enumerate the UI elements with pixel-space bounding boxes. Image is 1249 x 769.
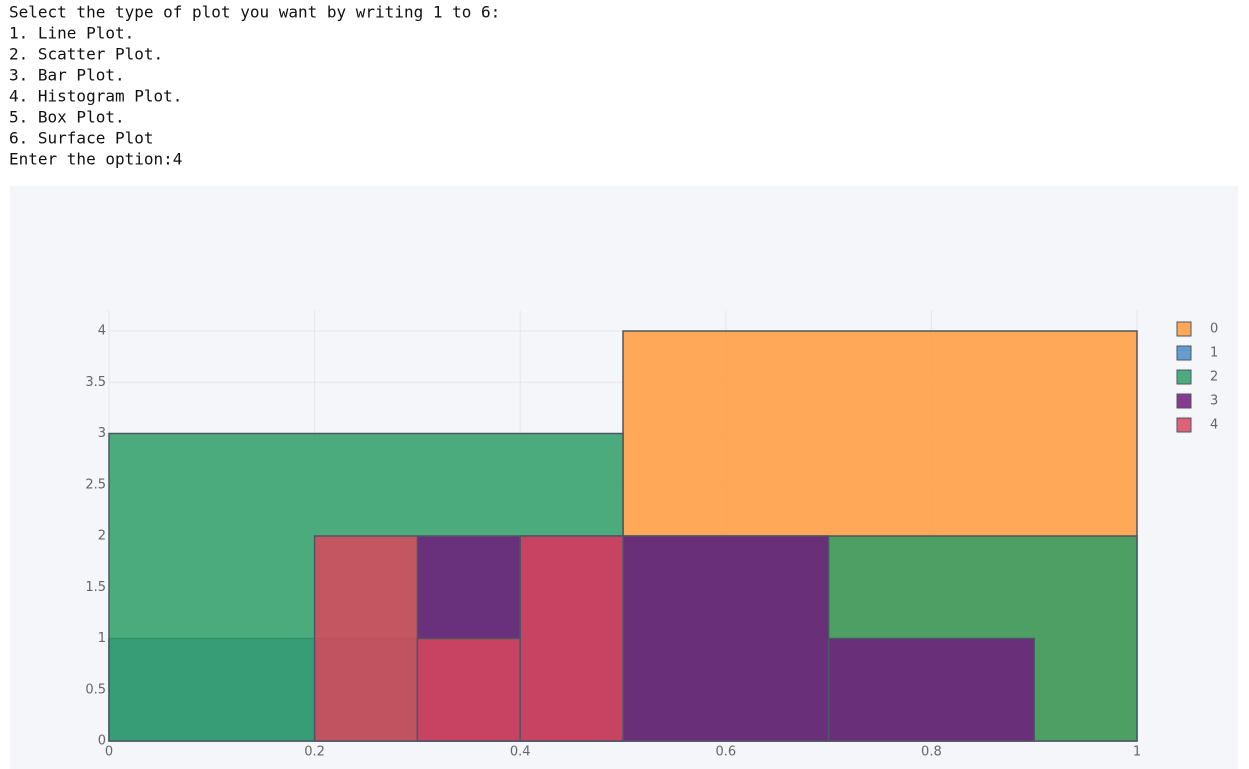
y-tick-label: 2 (98, 529, 106, 544)
x-tick-label: 0 (105, 745, 113, 760)
x-tick-label: 0.8 (921, 745, 942, 760)
histogram-bar (416, 637, 521, 742)
histogram-bar (519, 535, 624, 742)
console-line: 4. Histogram Plot. (9, 87, 182, 106)
legend-swatch (1176, 369, 1192, 385)
y-tick-label: 3.5 (85, 375, 106, 390)
legend-swatch (1176, 393, 1192, 409)
histogram-bar (622, 535, 830, 742)
console-line: Select the type of plot you want by writ… (9, 3, 500, 22)
legend-label: 2 (1210, 370, 1218, 385)
legend-label: 1 (1210, 346, 1218, 361)
x-tick-label: 0.6 (715, 745, 736, 760)
y-tick-label: 0 (98, 734, 106, 749)
console-line: 3. Bar Plot. (9, 66, 125, 85)
y-tick-label: 1 (98, 631, 106, 646)
console-line: 6. Surface Plot (9, 129, 154, 148)
legend-swatch (1176, 345, 1192, 361)
y-tick-label: 1.5 (85, 580, 106, 595)
console-line: 5. Box Plot. (9, 108, 125, 127)
legend-label: 4 (1210, 418, 1218, 433)
legend-swatch (1176, 417, 1192, 433)
x-tick-label: 0.4 (510, 745, 531, 760)
console-line: Enter the option:4 (9, 150, 182, 169)
legend-swatch (1176, 321, 1192, 337)
console-line: 2. Scatter Plot. (9, 45, 163, 64)
histogram-bar (827, 637, 1035, 742)
y-tick-label: 0.5 (85, 682, 106, 697)
y-tick-label: 4 (98, 324, 106, 339)
y-tick-label: 2.5 (85, 477, 106, 492)
x-tick-label: 0.2 (304, 745, 325, 760)
legend-label: 0 (1210, 322, 1218, 337)
x-tick-label: 1 (1133, 745, 1141, 760)
y-tick-label: 3 (98, 426, 106, 441)
histogram-bar (313, 535, 419, 742)
legend-label: 3 (1210, 394, 1218, 409)
console-line: 1. Line Plot. (9, 24, 134, 43)
